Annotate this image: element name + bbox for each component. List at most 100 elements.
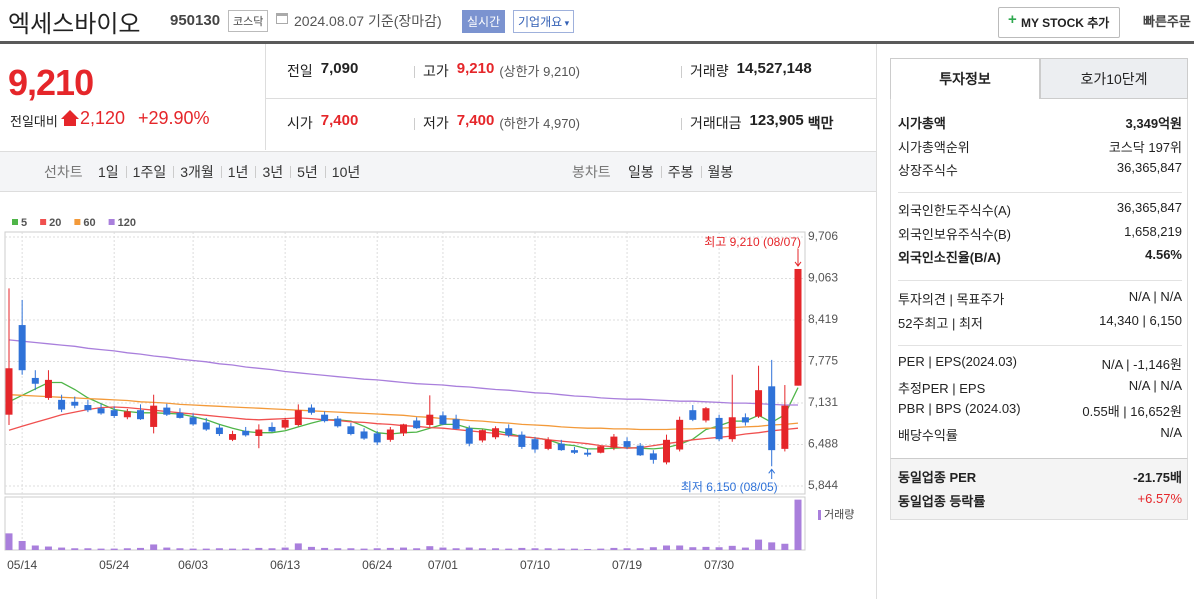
volume-bar	[18, 540, 26, 550]
legend-label: 120	[118, 217, 136, 229]
volume-bar	[281, 547, 289, 550]
volume-bar	[544, 548, 552, 550]
separator	[898, 345, 1182, 346]
summary-value: 7,400	[456, 112, 495, 129]
high-annotation: 최고 9,210 (08/07)	[704, 235, 801, 249]
candle-body	[728, 417, 736, 440]
volume-bar	[400, 547, 407, 550]
volume-bar	[321, 547, 329, 550]
period-button[interactable]: 3년	[262, 164, 284, 180]
ma-line	[8, 394, 799, 431]
legend-label: 60	[83, 217, 95, 229]
candle-body	[58, 399, 66, 410]
period-button[interactable]: 10년	[331, 164, 361, 180]
info-value: N/A | -1,146원	[1101, 357, 1182, 372]
divider	[266, 98, 876, 99]
separator	[414, 66, 415, 78]
volume-bar	[307, 546, 315, 550]
candle-body	[347, 426, 355, 435]
candle-body	[544, 439, 552, 449]
info-value: 36,365,847	[1116, 200, 1182, 215]
period-button[interactable]: 1주일	[132, 164, 167, 180]
summary-unit: 백만	[807, 115, 834, 131]
info-value: 0.55배 | 16,652원	[1082, 404, 1182, 420]
volume-bar	[202, 548, 210, 550]
company-info[interactable]: 기업개요	[513, 10, 575, 33]
candle-body	[741, 417, 749, 423]
summary-value: 9,210	[456, 60, 495, 77]
header-rule	[0, 41, 1194, 44]
change-label: 전일대비	[10, 114, 58, 129]
volume-bar	[478, 548, 486, 550]
legend-swatch	[12, 219, 18, 225]
info-label: 동일업종 등락률	[898, 493, 986, 509]
tab[interactable]: 호가10단계	[1040, 58, 1188, 99]
x-tick-label: 05/24	[99, 558, 129, 572]
info-value: 3,349억원	[1125, 116, 1182, 131]
volume-bar	[229, 548, 237, 550]
candle-body	[610, 436, 618, 448]
info-value: N/A	[1160, 424, 1182, 440]
quick-order[interactable]: 빠른주문	[1143, 14, 1191, 29]
candle-body	[689, 410, 697, 420]
volume-bar	[676, 545, 684, 550]
info-value: 1,658,219	[1124, 223, 1182, 239]
volume-bar	[715, 547, 723, 550]
volume-bar	[163, 547, 171, 550]
info-label: PBR | BPS (2024.03)	[898, 401, 1021, 417]
candle-body	[597, 446, 605, 453]
info-label: 동일업종 PER	[898, 470, 977, 485]
candle-body	[189, 417, 197, 425]
separator	[173, 166, 175, 178]
candle-body	[715, 417, 723, 440]
candle-period-button[interactable]: 일봉	[628, 164, 654, 180]
period-button[interactable]: 1년	[227, 164, 249, 180]
volume-bar	[413, 548, 421, 550]
info-label: 상장주식수	[898, 163, 958, 179]
candle-body	[110, 410, 118, 416]
candle-body	[163, 407, 171, 415]
volume-bar	[768, 542, 776, 550]
volume-bar	[360, 548, 368, 550]
candle-body	[702, 408, 710, 421]
volume-bar	[689, 547, 697, 550]
market-badge: 코스닥	[228, 10, 269, 32]
info-value: +6.57%	[1137, 490, 1182, 506]
separator	[660, 166, 662, 178]
volume-bar	[636, 548, 644, 550]
x-tick-label: 07/30	[704, 558, 734, 572]
candle-period-button[interactable]: 주봉	[667, 164, 694, 180]
info-label: 외국인한도주식수(A)	[898, 203, 1012, 218]
info-value: -21.75배	[1133, 470, 1182, 485]
separator	[681, 118, 682, 130]
summary-label: 저가	[423, 115, 449, 131]
change-rate: +29.90%	[138, 108, 210, 128]
candle-body	[452, 419, 460, 429]
candle-body	[755, 390, 763, 417]
summary-label: 고가	[423, 63, 449, 79]
volume-bar	[531, 548, 539, 550]
candle-body	[505, 428, 513, 436]
volume-label: 거래량	[824, 508, 854, 521]
period-button[interactable]: 5년	[297, 164, 318, 180]
period-button[interactable]: 3개월	[180, 164, 214, 180]
candle-body	[321, 414, 329, 422]
mystock-button[interactable]: MY STOCK 추가	[998, 7, 1121, 38]
period-button[interactable]: 1일	[98, 164, 119, 180]
candle-body	[176, 412, 184, 418]
info-label: 투자의견 | 목표주가	[898, 292, 1005, 307]
separator	[898, 280, 1182, 281]
realtime-badge[interactable]: 실시간	[462, 10, 506, 33]
candle-body	[531, 439, 539, 450]
legend-label: 20	[49, 217, 61, 229]
y-tick-label: 9,063	[808, 271, 838, 285]
volume-bar	[215, 548, 223, 550]
candle-period-button[interactable]: 월봉	[707, 164, 734, 180]
y-tick-label: 7,775	[808, 354, 838, 368]
volume-bar	[794, 499, 802, 550]
tab[interactable]: 투자정보	[890, 58, 1040, 99]
info-label: 배당수익률	[898, 427, 958, 443]
volume-bar	[755, 539, 763, 550]
volume-bar	[557, 548, 565, 550]
x-tick-label: 07/19	[612, 558, 642, 572]
